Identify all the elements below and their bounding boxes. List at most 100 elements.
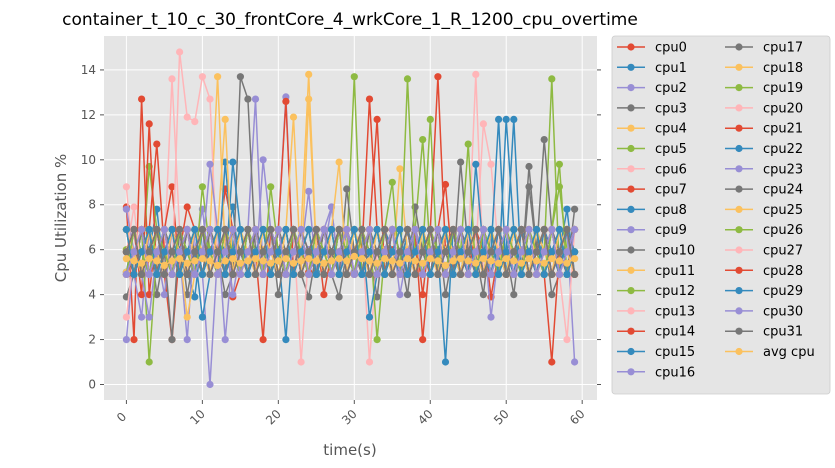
- data-point: [479, 291, 487, 299]
- y-tick-label: 14: [81, 63, 96, 77]
- legend-entry-label: cpu27: [763, 244, 803, 259]
- data-point: [563, 336, 571, 344]
- data-point: [221, 270, 229, 278]
- data-point: [305, 225, 313, 234]
- data-point: [548, 75, 556, 83]
- data-point: [282, 336, 290, 344]
- data-point: [327, 270, 336, 278]
- data-point: [540, 248, 548, 256]
- legend-swatch-marker: [627, 185, 635, 193]
- data-point: [305, 248, 313, 256]
- data-point: [138, 225, 146, 234]
- data-point: [449, 270, 457, 278]
- data-point: [183, 203, 191, 211]
- data-point: [327, 225, 336, 234]
- data-point: [229, 291, 237, 299]
- legend-entry-label: avg cpu: [763, 345, 815, 360]
- legend-entry-label: cpu25: [763, 203, 803, 218]
- data-point: [289, 259, 298, 267]
- legend-entry-label: cpu0: [655, 41, 687, 56]
- data-point: [251, 248, 260, 256]
- data-point: [419, 248, 427, 256]
- data-point: [206, 270, 214, 278]
- data-point: [449, 225, 457, 234]
- data-point: [176, 225, 184, 234]
- data-point: [350, 73, 358, 81]
- data-point: [267, 270, 275, 278]
- legend: cpu0 cpu1 cpu2 cpu3 cpu4 cpu5 cpu6 cpu7 cpu8 cpu9…: [611, 35, 831, 395]
- data-point: [244, 225, 252, 234]
- data-point: [403, 291, 412, 299]
- legend-entry-label: cpu4: [655, 122, 687, 137]
- legend-swatch-marker: [735, 63, 743, 71]
- data-point: [502, 225, 510, 234]
- data-point: [472, 259, 480, 267]
- data-point: [168, 336, 176, 344]
- data-point: [282, 225, 290, 234]
- data-point: [571, 205, 579, 213]
- legend-swatch-marker: [627, 43, 635, 51]
- data-point: [312, 248, 320, 256]
- data-point: [533, 257, 541, 265]
- y-tick-label: 8: [88, 198, 96, 212]
- data-point: [229, 248, 237, 256]
- data-point: [350, 252, 358, 260]
- data-point: [396, 291, 404, 299]
- data-point: [495, 248, 503, 256]
- data-point: [130, 203, 138, 211]
- series-cpu29: [122, 225, 579, 278]
- data-point: [563, 259, 571, 267]
- data-point: [555, 257, 564, 265]
- data-point: [396, 259, 404, 267]
- data-point: [191, 118, 199, 126]
- data-point: [434, 225, 442, 234]
- data-point: [335, 225, 343, 234]
- data-point: [563, 225, 571, 234]
- legend-swatch-marker: [627, 144, 635, 153]
- legend-swatch-marker: [735, 43, 743, 51]
- data-point: [563, 270, 571, 278]
- data-point: [548, 358, 556, 366]
- data-point: [335, 158, 343, 166]
- data-point: [183, 270, 191, 278]
- data-point: [388, 225, 396, 234]
- data-point: [365, 358, 374, 366]
- data-point: [373, 248, 381, 256]
- data-point: [365, 248, 374, 256]
- data-point: [487, 313, 495, 321]
- data-point: [289, 248, 298, 256]
- data-point: [274, 248, 282, 256]
- data-point: [312, 257, 320, 265]
- data-point: [176, 255, 184, 263]
- data-point: [251, 225, 260, 234]
- data-point: [525, 255, 533, 263]
- data-point: [206, 225, 214, 234]
- data-point: [153, 140, 161, 148]
- data-point: [434, 248, 442, 256]
- legend-swatch-marker: [735, 144, 743, 153]
- data-point: [533, 225, 541, 234]
- data-point: [138, 248, 146, 256]
- data-point: [419, 270, 427, 278]
- legend-swatch-marker: [627, 347, 635, 356]
- data-point: [525, 270, 533, 278]
- data-point: [198, 248, 206, 256]
- data-point: [236, 259, 244, 267]
- data-point: [259, 225, 267, 234]
- data-point: [495, 225, 503, 234]
- data-point: [563, 205, 571, 213]
- data-point: [472, 248, 480, 256]
- data-point: [122, 255, 130, 263]
- data-point: [327, 248, 336, 256]
- data-point: [198, 313, 206, 321]
- data-point: [221, 225, 229, 234]
- data-point: [548, 248, 556, 256]
- data-point: [502, 115, 510, 123]
- data-point: [464, 270, 472, 278]
- data-point: [335, 293, 343, 301]
- data-point: [441, 248, 450, 256]
- data-point: [236, 270, 244, 278]
- data-point: [191, 225, 199, 234]
- legend-swatch-marker: [627, 307, 635, 315]
